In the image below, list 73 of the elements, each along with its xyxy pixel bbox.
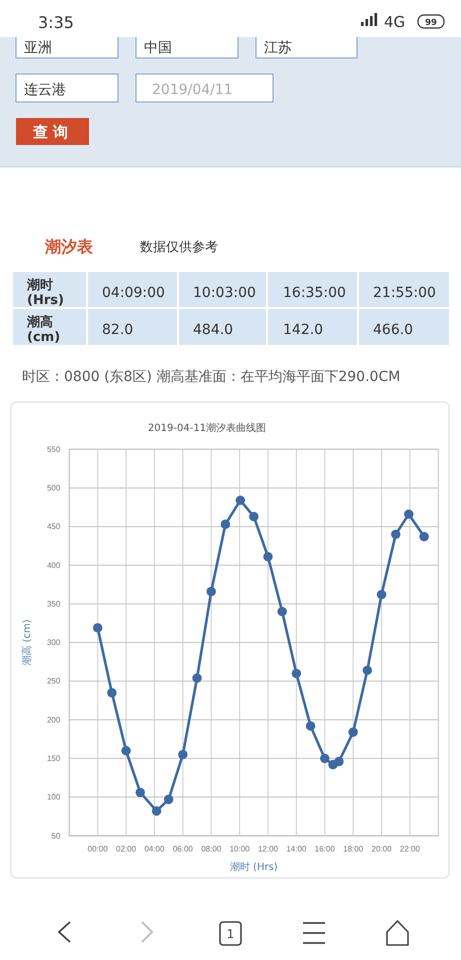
text: 3:35 xyxy=(38,13,74,32)
y-tick-label: 450 xyxy=(46,522,61,532)
x-axis-title: 潮时 (Hrs) xyxy=(230,861,278,873)
point xyxy=(192,673,202,683)
point xyxy=(92,623,102,633)
text: 99 xyxy=(425,18,437,28)
text: 21:55:00 xyxy=(373,285,436,301)
text: 1 xyxy=(226,927,234,941)
text: 查询 xyxy=(32,123,73,141)
text: 连云港 xyxy=(24,82,66,98)
point xyxy=(306,721,316,731)
text: 82.0 xyxy=(102,322,134,338)
y-tick-label: 50 xyxy=(51,831,61,840)
text: 潮汐表 xyxy=(44,237,94,256)
point xyxy=(263,552,273,562)
x-tick-label: 06:00 xyxy=(172,844,194,854)
x-tick-label: 04:00 xyxy=(144,844,166,854)
x-tick-label: 14:00 xyxy=(286,844,307,854)
text: 484.0 xyxy=(193,322,234,338)
x-tick-label: 18:00 xyxy=(343,844,364,854)
point xyxy=(121,746,131,756)
y-tick-label: 250 xyxy=(46,676,61,686)
point xyxy=(220,520,230,529)
point xyxy=(136,788,145,798)
text: 潮时 (Hrs) xyxy=(26,278,64,308)
point xyxy=(334,756,344,766)
y-tick-label: 100 xyxy=(46,792,61,802)
text: 2019/04/11 xyxy=(152,82,233,98)
point xyxy=(362,666,372,676)
y-tick-label: 300 xyxy=(46,638,61,648)
y-tick-label: 550 xyxy=(46,444,61,454)
y-tick-label: 500 xyxy=(46,484,61,492)
text: 04:09:00 xyxy=(102,285,165,301)
text: 江苏 xyxy=(264,40,292,56)
point xyxy=(348,727,358,737)
text: 4G xyxy=(384,13,406,31)
text: 亚洲 xyxy=(24,40,52,56)
x-tick-label: 12:00 xyxy=(258,844,279,854)
point xyxy=(419,532,429,542)
point xyxy=(107,688,117,698)
text: 时区：0800 (东8区) 潮高基准面：在平均海平面下290.0CM xyxy=(22,369,400,385)
text: 中国 xyxy=(144,40,172,56)
x-tick-label: 20:00 xyxy=(372,844,392,854)
x-tick-label: 10:00 xyxy=(230,844,250,854)
text: 16:35:00 xyxy=(283,285,346,301)
y-tick-label: 400 xyxy=(46,560,61,570)
text: 10:03:00 xyxy=(193,285,256,301)
point xyxy=(277,606,287,616)
chart-title: 2019-04-11潮汐表曲线图 xyxy=(148,422,266,434)
y-tick-label: 200 xyxy=(46,715,61,724)
text: 数据仅供参考 xyxy=(140,240,218,255)
point xyxy=(152,806,162,816)
point xyxy=(292,668,302,678)
point xyxy=(376,590,386,600)
point xyxy=(320,754,330,764)
x-tick-label: 16:00 xyxy=(314,844,336,854)
point xyxy=(206,586,216,596)
point xyxy=(249,512,259,522)
text: 466.0 xyxy=(373,322,414,338)
y-tick-label: 350 xyxy=(46,599,61,608)
point xyxy=(391,530,400,540)
y-axis-title: 潮高 (cm) xyxy=(21,619,33,666)
x-tick-label: 22:00 xyxy=(400,844,420,854)
x-tick-label: 08:00 xyxy=(201,844,222,854)
x-tick-label: 02:00 xyxy=(116,844,137,854)
point xyxy=(404,510,414,519)
text: 潮高 (cm) xyxy=(26,314,60,345)
point xyxy=(164,794,174,804)
point xyxy=(178,750,188,760)
point xyxy=(236,496,246,506)
x-tick-label: 00:00 xyxy=(88,844,108,854)
text: 142.0 xyxy=(283,322,324,338)
y-tick-label: 150 xyxy=(46,754,61,763)
